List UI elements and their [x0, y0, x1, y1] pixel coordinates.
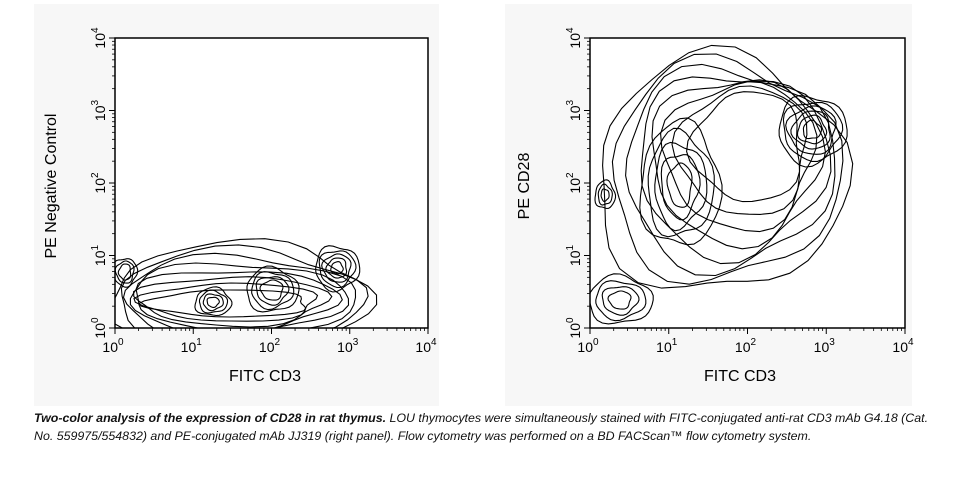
right-x-tick-label: 100 [577, 337, 599, 355]
left-y-tick-label: 102 [90, 172, 108, 194]
left-peak-contour [198, 289, 229, 314]
left-outer-contour [133, 282, 319, 322]
left-peak-contour [206, 296, 220, 308]
right-x-tick-label: 102 [735, 337, 757, 355]
right-x-axis-label: FITC CD3 [704, 368, 776, 385]
left-outer-contour [135, 271, 343, 328]
right-peak-contour [597, 183, 613, 206]
right-y-axis-label: PE CD28 [516, 153, 533, 220]
left-x-tick-label: 103 [337, 337, 359, 355]
right-contour-plot [590, 44, 854, 325]
caption-body: LOU thymocytes were simultaneously stain… [34, 411, 929, 443]
right-outer-contour [686, 91, 801, 203]
left-peak-contour [255, 276, 290, 306]
right-lobe-contour [796, 114, 828, 145]
right-lobe-contour [666, 162, 693, 208]
right-y-tick-label: 103 [565, 99, 583, 121]
right-outer-contour [660, 81, 818, 233]
right-peak-contour [607, 290, 632, 310]
left-contour-plot [115, 238, 378, 328]
left-x-tick-label: 100 [102, 337, 124, 355]
right-outer-contour [671, 85, 808, 215]
left-outer-contour [120, 244, 369, 328]
right-lobe-contour [639, 117, 723, 246]
right-lobe-contour [802, 119, 823, 140]
left-peak-contour [117, 263, 132, 281]
right-lobe-contour [790, 110, 831, 150]
left-x-tick-label: 102 [259, 337, 281, 355]
right-x-ticks: 100 101 102 103 104 [577, 328, 914, 355]
left-peak-contour [115, 260, 135, 284]
left-peak-contour [115, 258, 139, 288]
left-y-tick-label: 100 [90, 317, 108, 339]
right-y-tick-label: 101 [565, 244, 583, 266]
right-y-tick-label: 100 [565, 317, 583, 339]
left-y-tick-label: 103 [90, 99, 108, 121]
left-outer-contour [115, 238, 378, 328]
left-peak-contour [325, 257, 348, 279]
left-panel: 100 101 102 103 104 100 101 102 103 104 FITC CD3… [43, 27, 437, 385]
right-y-tick-label: 104 [565, 27, 583, 49]
right-y-tick-label: 102 [565, 172, 583, 194]
left-y-axis-label: PE Negative Control [43, 114, 60, 259]
right-lobe-contour [647, 127, 715, 238]
right-contour-rings [590, 44, 854, 325]
left-outer-contour [138, 289, 307, 318]
right-x-tick-label: 103 [814, 337, 836, 355]
caption-title: Two-color analysis of the expression of … [34, 411, 387, 425]
left-x-tick-label: 104 [415, 337, 437, 355]
left-outer-contour [122, 252, 357, 328]
left-peak-contour [259, 279, 284, 301]
left-x-axis-label: FITC CD3 [229, 368, 301, 385]
right-outer-contour [611, 53, 844, 285]
left-peak-contour [202, 293, 224, 312]
left-y-tick-label: 104 [90, 27, 108, 49]
left-y-tick-label: 101 [90, 244, 108, 266]
right-x-tick-label: 101 [656, 337, 678, 355]
left-x-tick-label: 101 [181, 337, 203, 355]
left-plot-frame [114, 37, 429, 329]
right-lobe-contour [785, 105, 837, 155]
figure-caption: Two-color analysis of the expression of … [34, 409, 934, 445]
right-peak-contour [601, 286, 640, 316]
right-peak-contour [594, 179, 617, 210]
left-peak-contour [251, 271, 295, 311]
right-lobe-contour [654, 141, 708, 232]
right-y-ticks: 100 101 102 103 104 [565, 27, 590, 339]
left-peak-contour [318, 250, 357, 289]
left-contour-rings [115, 238, 378, 328]
left-x-ticks: 100 101 102 103 104 [102, 328, 437, 355]
left-peak-contour [246, 265, 300, 313]
right-panel: 100 101 102 103 104 100 101 102 103 104 FITC CD3… [516, 27, 914, 385]
left-peak-contour [321, 253, 352, 283]
left-peak-contour [315, 245, 361, 293]
left-y-ticks: 100 101 102 103 104 [90, 27, 115, 339]
right-peak-contour [595, 280, 647, 322]
left-peak-contour [330, 261, 344, 275]
left-outer-contour [129, 262, 350, 328]
right-lobe-contour [782, 101, 844, 162]
right-peak-contour [600, 188, 610, 203]
right-x-tick-label: 104 [892, 337, 914, 355]
right-lobe-contour [660, 154, 701, 221]
right-peak-contour [590, 273, 654, 325]
left-peak-contour [194, 286, 233, 317]
left-outer-contour [133, 276, 333, 328]
right-lobe-contour [778, 94, 848, 168]
